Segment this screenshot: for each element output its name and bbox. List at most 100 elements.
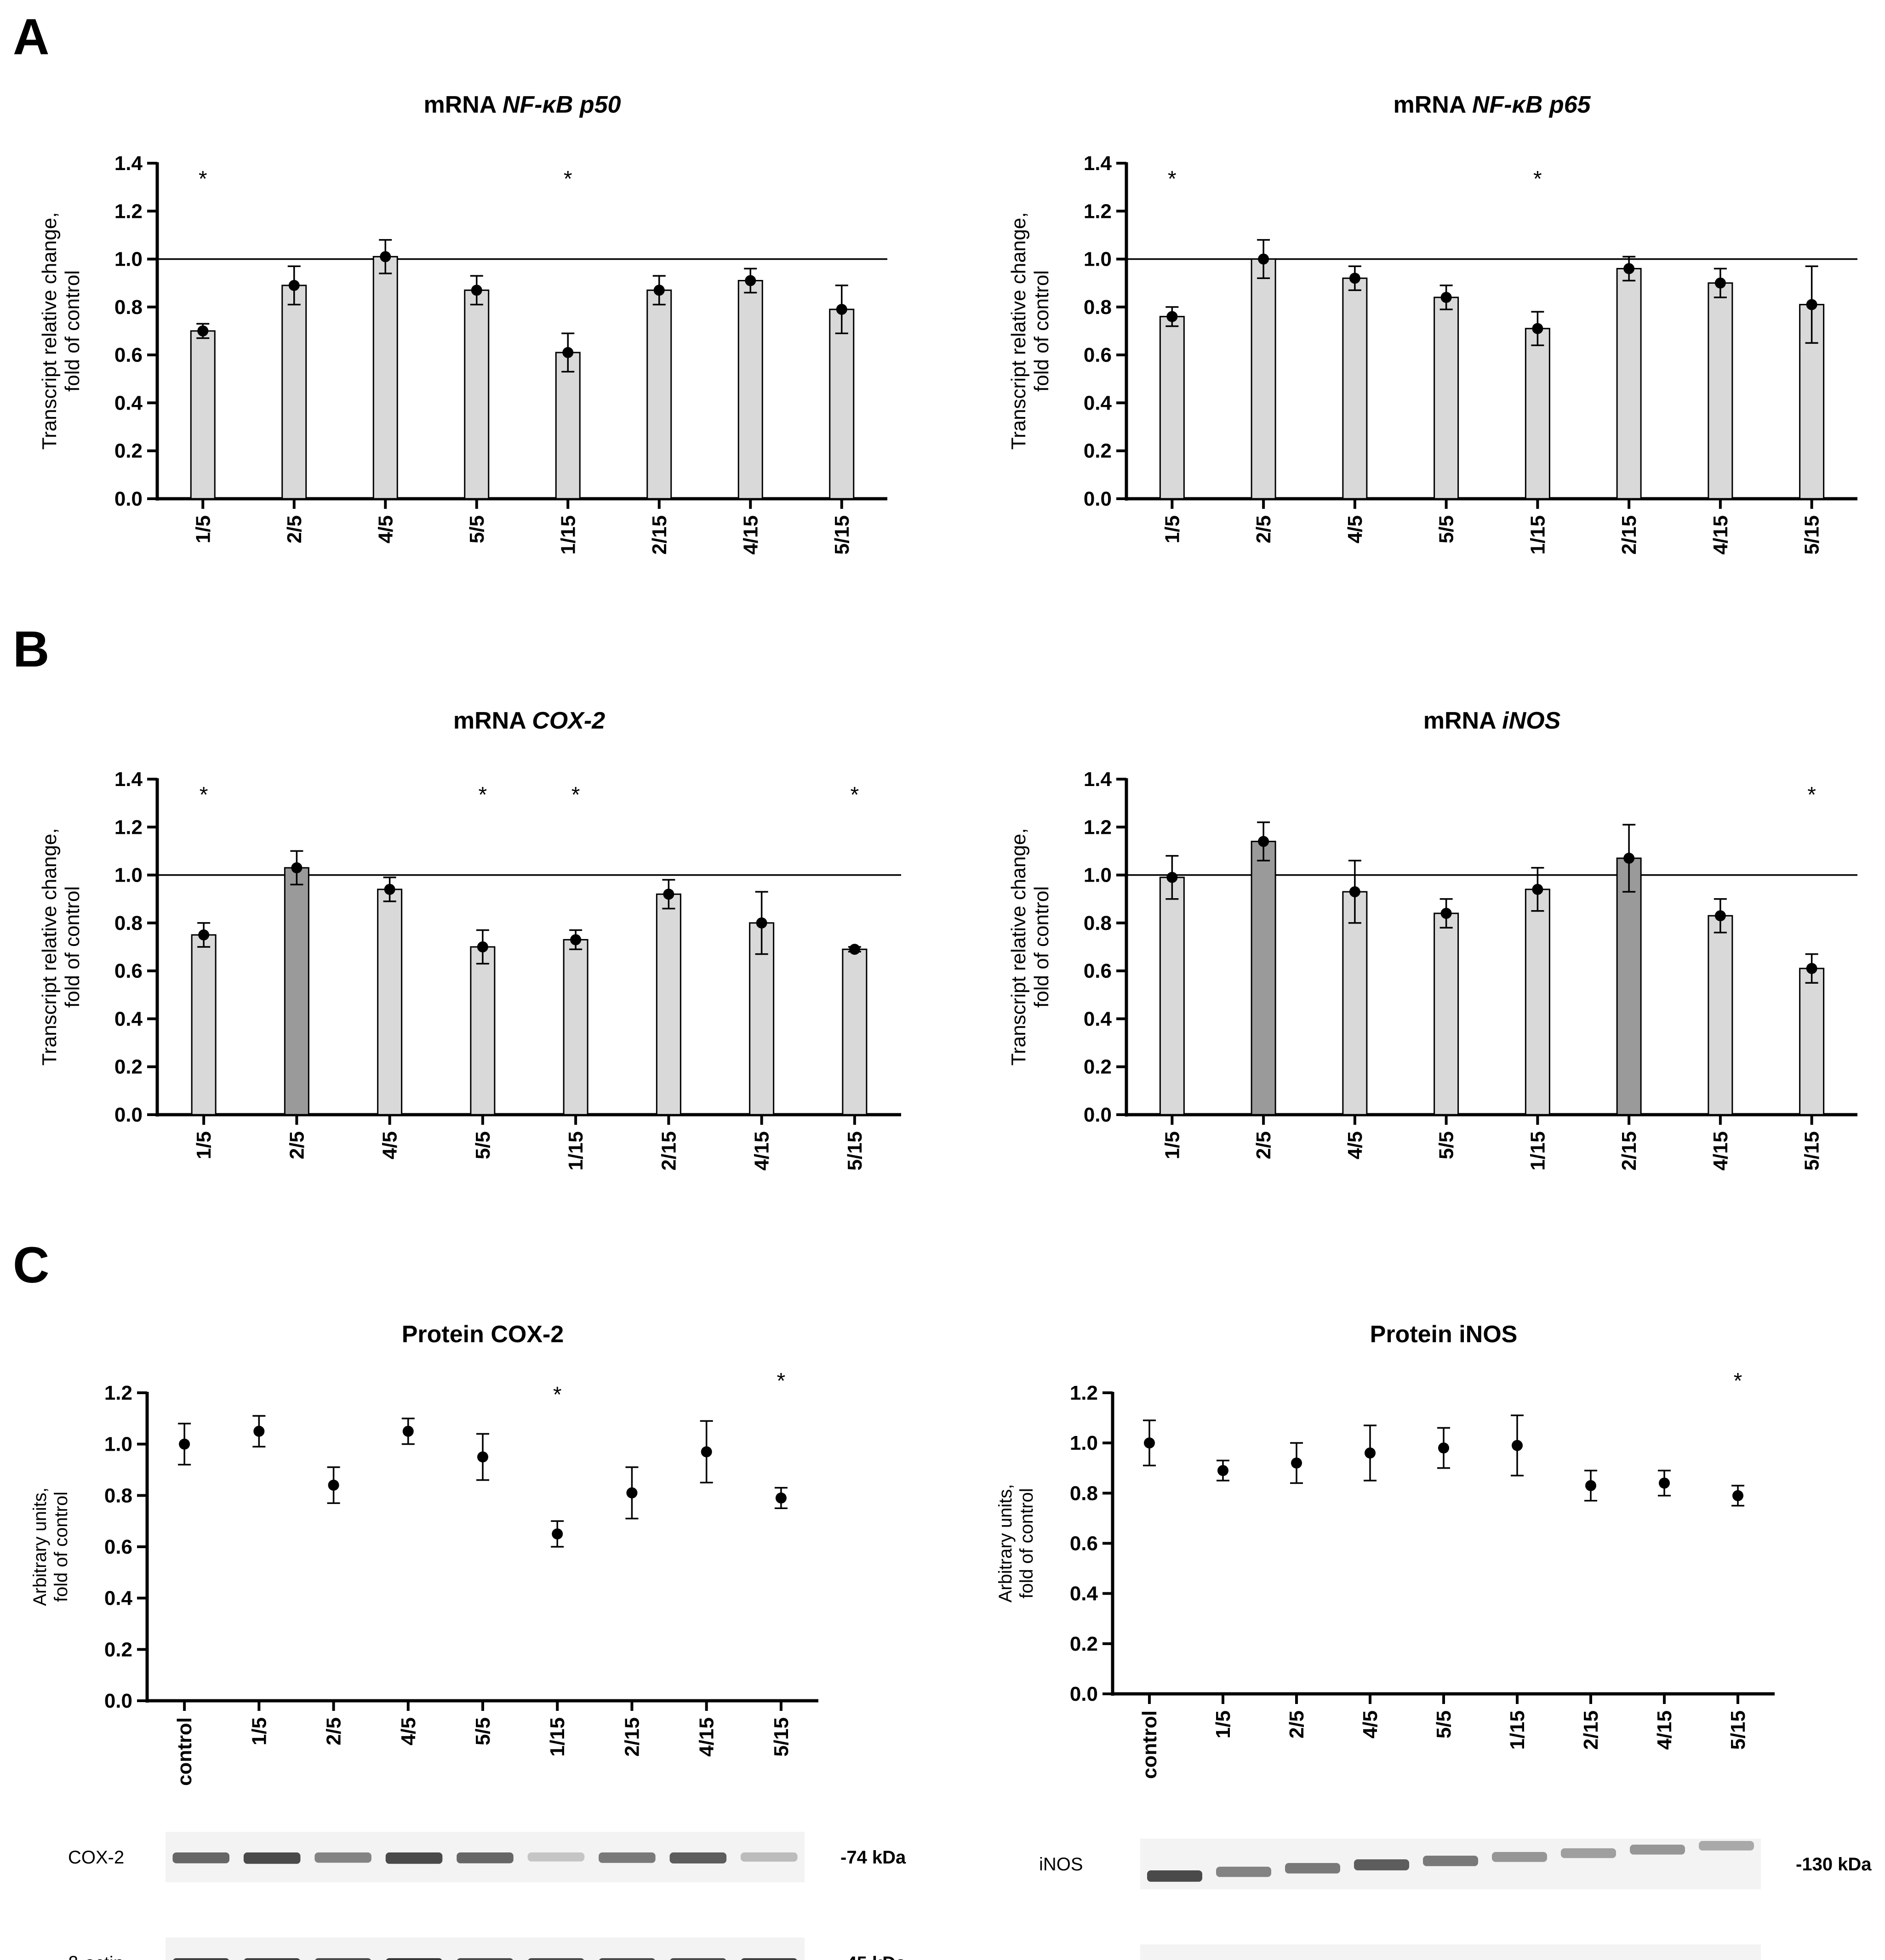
- panel-letter-b: B: [13, 621, 49, 678]
- data-point: [471, 285, 482, 296]
- data-point: [179, 1438, 190, 1450]
- x-category-label: 1/5: [1161, 1131, 1183, 1159]
- y-axis-label: Transcript relative change,fold of contr…: [1007, 212, 1053, 450]
- y-tick-label: 0.2: [104, 1638, 132, 1661]
- x-category-label: 1/5: [1212, 1710, 1234, 1738]
- chart-title-prefix: mRNA: [453, 707, 532, 734]
- bar: [1434, 912, 1459, 1116]
- y-tick-label: 1.0: [104, 1433, 132, 1456]
- bar: [1616, 268, 1642, 500]
- x-category-label: 2/15: [1618, 1131, 1640, 1171]
- data-point: [626, 1487, 638, 1498]
- data-point: [663, 889, 674, 900]
- y-axis-label-line1: Transcript relative change,: [38, 828, 61, 1066]
- chart-title-line2: mRNA iNOS: [1423, 707, 1561, 734]
- y-tick-label: 0.0: [114, 488, 143, 510]
- data-point: [1806, 299, 1817, 310]
- data-point: [1714, 910, 1726, 922]
- data-point: [328, 1480, 339, 1491]
- blot-band: [528, 1958, 584, 1960]
- bar: [1434, 296, 1459, 500]
- data-point: [477, 941, 488, 952]
- data-point: [1217, 1465, 1228, 1476]
- x-category-label: control: [1138, 1710, 1161, 1779]
- bar: [842, 948, 868, 1116]
- bar: [372, 256, 398, 500]
- x-category-label: 1/5: [248, 1717, 270, 1745]
- blot-band: [1492, 1852, 1547, 1862]
- y-tick-label: 1.0: [114, 248, 143, 271]
- x-category-label: 1/15: [565, 1131, 587, 1171]
- y-tick-label: 0.6: [1084, 344, 1112, 366]
- chart-cox2-mrna: mRNA COX-2 Transcript relative change,fol…: [38, 707, 901, 1171]
- y-tick-label: 0.8: [1084, 296, 1112, 319]
- data-point: [1732, 1490, 1743, 1501]
- blot-band: [599, 1958, 655, 1960]
- x-category-label: 5/15: [770, 1717, 793, 1757]
- y-tick-label: 1.2: [1070, 1382, 1098, 1404]
- data-point: [1512, 1440, 1523, 1451]
- bar: [191, 934, 217, 1116]
- y-tick-label: 1.2: [104, 1382, 132, 1404]
- x-category-label: 4/15: [739, 515, 762, 555]
- data-point: [1258, 253, 1269, 265]
- significance-marker: *: [200, 783, 208, 807]
- y-axis-label-line1: Transcript relative change,: [38, 212, 61, 450]
- significance-marker: *: [564, 167, 572, 191]
- y-tick-label: 0.6: [1084, 960, 1112, 982]
- significance-marker: *: [1807, 783, 1816, 807]
- x-category-label: 1/5: [193, 1131, 215, 1159]
- bar: [1525, 328, 1550, 500]
- y-axis-label-line2: fold of control: [51, 1492, 71, 1602]
- blot-band: [315, 1958, 371, 1960]
- y-tick-label: 0.8: [1084, 912, 1112, 934]
- blot-band: [172, 1852, 229, 1863]
- x-category-label: 5/15: [831, 515, 853, 555]
- x-category-label: 4/15: [696, 1717, 718, 1757]
- y-tick-label: 0.8: [104, 1484, 132, 1507]
- blot-kda-label: -130 kDa: [1796, 1854, 1872, 1875]
- data-point: [477, 1451, 488, 1463]
- blot-band: [669, 1852, 727, 1863]
- x-category-label: 2/5: [1285, 1710, 1308, 1738]
- data-point: [552, 1528, 563, 1540]
- bar: [829, 308, 855, 500]
- data-point: [1349, 886, 1360, 898]
- y-tick-label: 1.4: [1084, 768, 1112, 791]
- data-point: [380, 251, 391, 262]
- blot-band: [385, 1852, 443, 1864]
- blot-band: [1630, 1845, 1685, 1855]
- x-category-label: 5/5: [1433, 1710, 1455, 1738]
- y-tick-label: 1.0: [1084, 864, 1112, 887]
- y-tick-label: 0.2: [114, 440, 143, 462]
- data-point: [1440, 292, 1452, 303]
- x-category-label: 2/15: [648, 515, 671, 555]
- y-tick-label: 1.0: [1084, 248, 1112, 271]
- blot-band: [243, 1852, 301, 1864]
- y-axis-label-line2: fold of control: [1017, 1488, 1037, 1598]
- y-axis-label-line2: fold of control: [61, 270, 84, 392]
- y-tick-label: 1.4: [114, 152, 143, 175]
- blot-band: [670, 1958, 726, 1960]
- x-category-label: 5/5: [466, 515, 488, 543]
- significance-marker: *: [199, 167, 207, 191]
- data-point: [570, 934, 582, 946]
- x-category-label: 5/15: [1801, 515, 1823, 555]
- x-category-label: 2/5: [323, 1717, 345, 1745]
- blot-band: [244, 1958, 300, 1960]
- data-point: [1291, 1457, 1302, 1469]
- significance-marker: *: [1734, 1369, 1742, 1393]
- blot-row-label: COX-2: [68, 1847, 124, 1868]
- y-axis-label-line2: fold of control: [1030, 270, 1053, 392]
- blot-band: [314, 1852, 371, 1863]
- bar: [470, 946, 496, 1116]
- data-point: [562, 347, 574, 358]
- data-point: [1532, 323, 1543, 334]
- significance-marker: *: [571, 783, 580, 807]
- significance-marker: *: [1168, 167, 1177, 191]
- y-tick-label: 0.0: [1070, 1683, 1098, 1705]
- bar: [563, 939, 588, 1116]
- bar: [1616, 857, 1642, 1116]
- data-point: [1365, 1447, 1376, 1459]
- chart-title-gene: COX-2: [532, 707, 605, 734]
